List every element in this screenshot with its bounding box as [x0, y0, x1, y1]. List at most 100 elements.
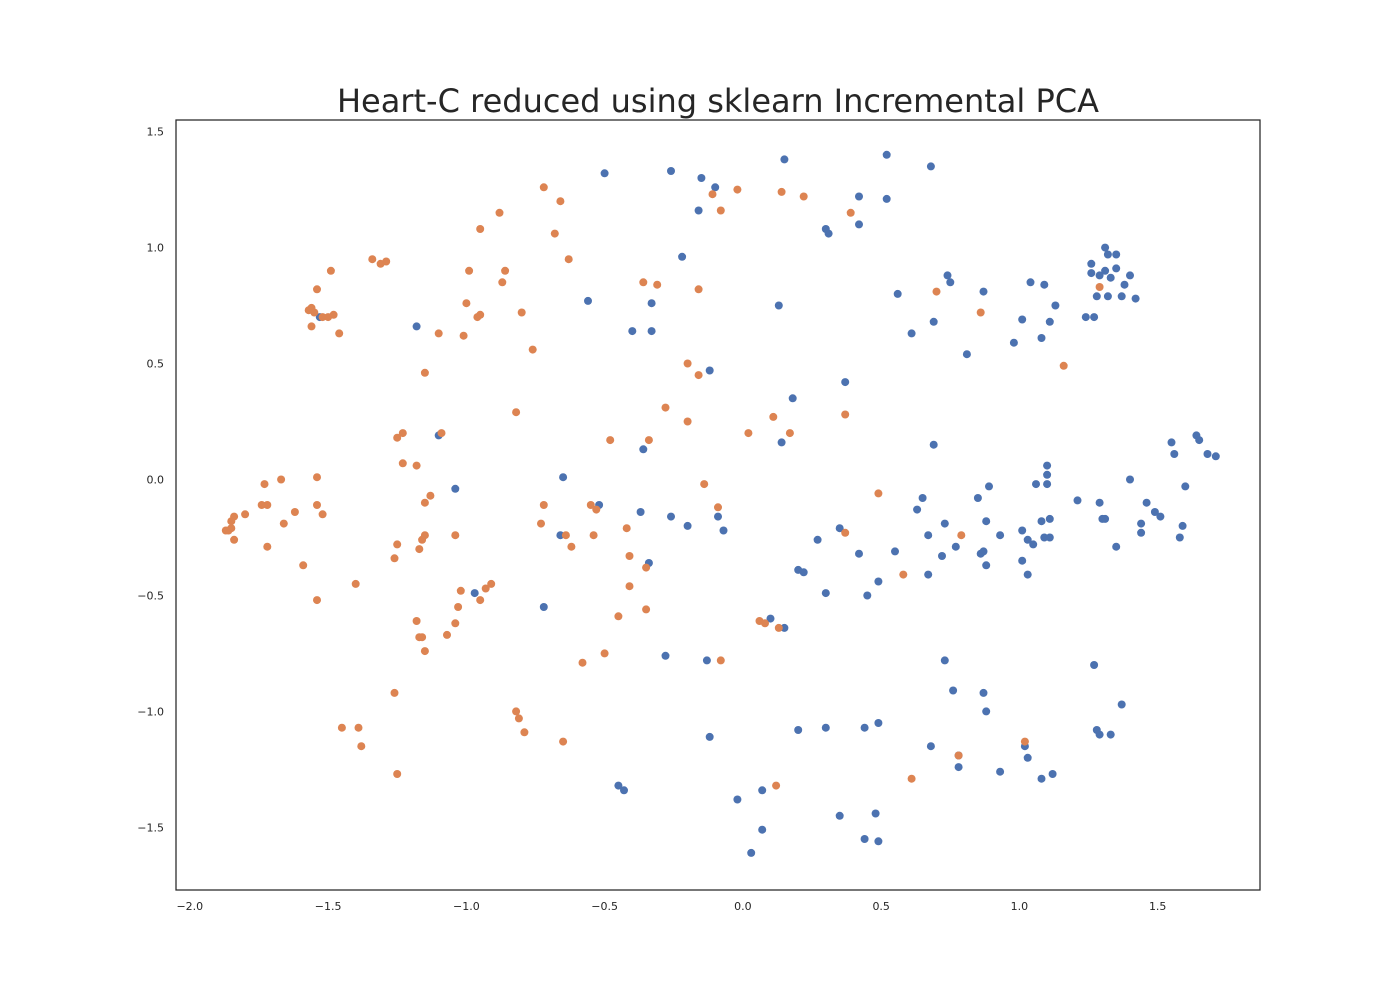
scatter-point [470, 589, 479, 598]
scatter-point [1090, 661, 1099, 669]
scatter-point [412, 322, 421, 331]
scatter-point [835, 524, 844, 533]
scatter-point [1126, 271, 1134, 280]
scatter-point [584, 296, 592, 305]
scatter-point [714, 512, 722, 521]
scatter-point [1095, 730, 1104, 739]
scatter-point [744, 429, 753, 438]
scatter-point [1045, 533, 1054, 542]
scatter-point [973, 494, 982, 502]
scatter-point [326, 266, 335, 275]
scatter-point [313, 285, 321, 294]
scatter-point [642, 605, 651, 614]
scatter-point [1018, 315, 1027, 324]
scatter-point [761, 619, 769, 628]
scatter-point [520, 728, 529, 737]
scatter-point [899, 570, 908, 579]
scatter-point [1029, 540, 1038, 549]
scatter-point [954, 763, 963, 772]
scatter-point [1092, 292, 1101, 301]
scatter-point [874, 577, 883, 586]
scatter-point [799, 192, 808, 201]
scatter-point [938, 552, 946, 560]
scatter-point [891, 547, 899, 556]
scatter-point [456, 586, 465, 595]
scatter-point [846, 208, 855, 217]
scatter-point [855, 192, 863, 201]
scatter-point [716, 656, 725, 665]
scatter-point [821, 723, 830, 732]
scatter-point [586, 501, 595, 509]
scatter-point [855, 220, 863, 229]
scatter-point [263, 501, 272, 509]
data-points [221, 150, 1220, 857]
scatter-point [1203, 450, 1212, 458]
scatter-point [940, 519, 949, 528]
x-tick-label: 0.5 [872, 900, 890, 913]
scatter-point [1090, 313, 1099, 322]
scatter-point [418, 633, 427, 642]
scatter-point [589, 531, 598, 540]
scatter-point [260, 480, 269, 489]
scatter-point [512, 408, 521, 417]
scatter-point [683, 417, 692, 426]
scatter-point [1195, 436, 1204, 445]
scatter-point [774, 623, 783, 632]
scatter-point [1023, 535, 1032, 544]
scatter-point [1137, 528, 1146, 537]
scatter-point [733, 185, 742, 194]
scatter-point [290, 508, 299, 516]
scatter-point [1043, 461, 1052, 470]
scatter-point [1126, 475, 1134, 484]
scatter-point [1020, 737, 1029, 746]
scatter-point [841, 410, 850, 419]
scatter-point [550, 229, 559, 238]
scatter-point [1137, 519, 1146, 528]
scatter-point [390, 554, 399, 563]
scatter-point [1106, 730, 1115, 739]
scatter-point [277, 475, 286, 484]
scatter-point [1073, 496, 1082, 505]
scatter-point [1167, 438, 1176, 447]
scatter-point [476, 596, 485, 605]
scatter-point [561, 531, 570, 540]
scatter-point [1043, 470, 1052, 479]
scatter-point [299, 561, 308, 570]
scatter-point [227, 517, 236, 526]
scatter-point [1101, 266, 1110, 275]
x-tick-label: −1.5 [315, 900, 342, 913]
scatter-point [625, 582, 634, 591]
scatter-point [559, 473, 568, 482]
scatter-point [1026, 278, 1035, 287]
scatter-point [420, 498, 429, 507]
scatter-point [926, 162, 935, 171]
scatter-point [476, 225, 485, 233]
scatter-point [1045, 317, 1054, 326]
scatter-point [1150, 508, 1159, 516]
scatter-point [882, 150, 891, 159]
scatter-point [465, 266, 474, 275]
scatter-point [979, 688, 988, 697]
scatter-point [835, 811, 844, 820]
scatter-point [567, 542, 576, 551]
scatter-point [946, 278, 955, 287]
scatter-point [642, 563, 651, 572]
scatter-point [1023, 753, 1032, 762]
scatter-point [451, 484, 460, 493]
scatter-point [241, 510, 250, 519]
scatter-point [871, 809, 880, 818]
scatter-point [780, 155, 789, 164]
scatter-point [318, 313, 327, 322]
x-tick-label: −0.5 [591, 900, 618, 913]
scatter-point [1032, 480, 1040, 489]
scatter-point [860, 723, 869, 732]
scatter-point [481, 584, 490, 593]
scatter-point [1170, 450, 1179, 458]
scatter-point [1106, 273, 1115, 282]
scatter-point [962, 350, 971, 359]
scatter-point [1087, 259, 1096, 268]
scatter-point [335, 329, 344, 338]
scatter-point [639, 278, 648, 287]
scatter-point [454, 603, 463, 611]
scatter-point [644, 436, 653, 445]
